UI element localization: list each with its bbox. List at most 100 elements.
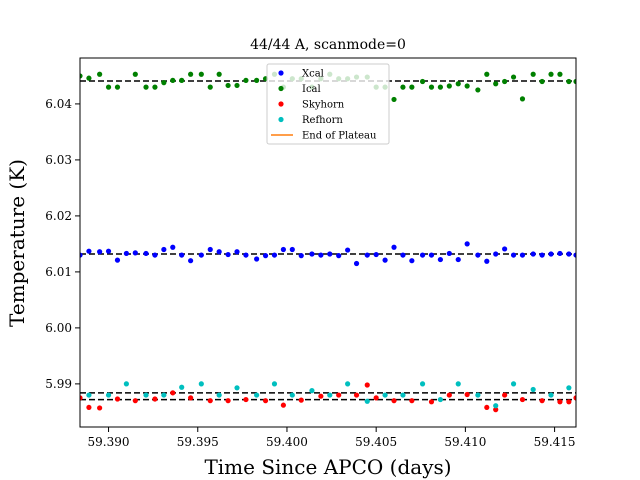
data-point-xcal (188, 258, 194, 264)
data-point-xcal (382, 257, 388, 263)
data-point-xcal (97, 249, 103, 255)
data-point-skyhorn (464, 391, 470, 398)
legend-marker (278, 116, 284, 123)
legend-entry-label: Skyhorn (302, 100, 345, 111)
data-point-refhorn (309, 388, 315, 394)
data-point-xcal (123, 250, 129, 257)
data-point-ical (179, 77, 185, 83)
y-tick-label: 6.03 (45, 153, 72, 167)
data-point-refhorn (510, 381, 517, 387)
data-point-xcal (419, 252, 426, 258)
data-point-xcal (484, 258, 490, 264)
data-point-ical (132, 71, 138, 77)
data-point-xcal (391, 244, 397, 250)
x-axis-label: Time Since APCO (days) (204, 455, 451, 479)
data-point-refhorn (400, 392, 406, 398)
data-point-xcal (280, 246, 286, 253)
data-point-refhorn (455, 381, 461, 387)
x-tick-label: 59.410 (444, 435, 486, 449)
x-tick-label: 59.405 (355, 435, 397, 449)
data-point-skyhorn (373, 395, 379, 401)
data-point-skyhorn (364, 382, 370, 388)
data-point-ical (80, 73, 83, 79)
data-point-ical (464, 83, 470, 89)
data-point-xcal (409, 258, 415, 264)
data-point-ical (97, 71, 103, 77)
data-point-skyhorn (132, 398, 138, 404)
data-point-refhorn (123, 381, 129, 387)
data-point-ical (419, 78, 426, 85)
data-point-refhorn (566, 385, 572, 391)
data-point-refhorn (548, 392, 554, 398)
data-point-skyhorn (114, 396, 121, 402)
data-point-ical (254, 77, 260, 83)
data-point-refhorn (271, 381, 278, 387)
data-point-skyhorn (484, 404, 490, 411)
data-point-ical (566, 78, 572, 85)
data-point-xcal (309, 251, 315, 257)
data-point-ical (446, 83, 452, 89)
data-point-ical (391, 96, 397, 103)
data-point-xcal (318, 252, 324, 258)
data-point-xcal (530, 251, 536, 257)
y-tick-label: 6.00 (45, 321, 72, 335)
data-point-skyhorn (262, 398, 269, 404)
data-point-refhorn (419, 381, 426, 387)
data-point-ical (114, 84, 121, 90)
legend-entry-label: Refhorn (302, 115, 343, 126)
data-point-xcal (132, 250, 138, 256)
data-point-ical (161, 80, 167, 86)
data-point-xcal (234, 249, 240, 255)
data-point-xcal (364, 252, 370, 258)
data-point-ical (548, 71, 554, 77)
data-point-xcal (446, 250, 452, 257)
data-point-refhorn (493, 403, 499, 409)
data-point-ical (510, 74, 517, 80)
data-point-skyhorn (557, 399, 563, 405)
data-point-xcal (198, 252, 204, 258)
data-point-ical (152, 84, 158, 90)
data-point-ical (86, 75, 92, 81)
data-point-ical (400, 84, 406, 90)
data-point-refhorn (143, 392, 149, 398)
data-point-ical (143, 84, 149, 90)
data-point-skyhorn (573, 395, 576, 401)
data-point-xcal (464, 241, 470, 247)
data-point-skyhorn (519, 396, 526, 403)
data-point-xcal (170, 244, 176, 250)
data-point-xcal (519, 252, 526, 258)
data-point-xcal (345, 247, 351, 253)
data-point-skyhorn (318, 393, 324, 399)
data-point-xcal (548, 251, 554, 257)
data-point-xcal (254, 256, 260, 262)
data-point-refhorn (289, 392, 295, 398)
data-point-refhorn (437, 396, 444, 403)
data-point-xcal (216, 249, 222, 255)
data-point-xcal (566, 251, 572, 257)
data-point-ical (437, 84, 444, 90)
data-point-skyhorn (336, 392, 342, 398)
data-point-skyhorn (539, 398, 545, 404)
data-point-skyhorn (97, 405, 103, 411)
data-point-refhorn (327, 392, 333, 398)
data-point-skyhorn (80, 395, 83, 401)
y-tick-label: 5.99 (45, 377, 72, 391)
data-point-ical (519, 96, 526, 102)
data-point-refhorn (179, 384, 185, 390)
data-point-xcal (207, 246, 213, 253)
data-point-xcal (400, 252, 406, 258)
data-point-ical (573, 78, 576, 85)
data-point-xcal (455, 256, 461, 263)
data-point-ical (207, 84, 213, 90)
data-point-xcal (114, 257, 121, 263)
data-point-xcal (143, 250, 149, 257)
data-point-xcal (225, 251, 231, 258)
data-point-skyhorn (502, 392, 508, 398)
data-point-ical (234, 82, 240, 89)
data-point-ical (105, 84, 112, 90)
data-point-ical (530, 71, 536, 77)
data-point-ical (455, 81, 461, 87)
data-point-refhorn (382, 392, 388, 398)
data-point-xcal (80, 252, 83, 258)
